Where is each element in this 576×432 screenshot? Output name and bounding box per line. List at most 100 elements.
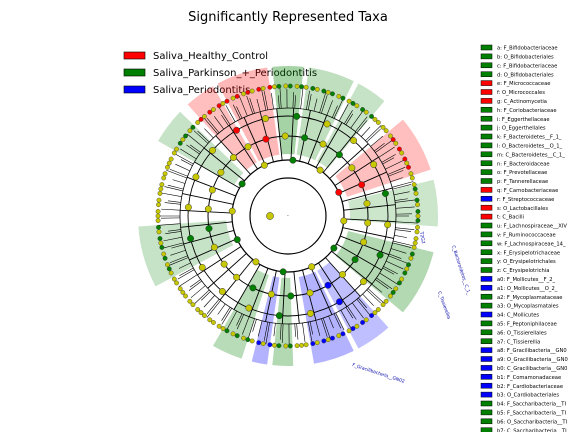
clade-key-swatch <box>480 409 493 416</box>
clade-node <box>358 181 366 189</box>
clade-key-swatch <box>480 204 493 211</box>
leaf-node <box>354 103 360 109</box>
clade-node <box>340 217 348 225</box>
leaf-node <box>409 251 415 257</box>
clade-key-label: n: F_Bacteroidaceae <box>497 161 550 167</box>
clade-node <box>319 140 327 148</box>
leaf-node <box>397 146 402 152</box>
ring-phylum <box>249 177 327 255</box>
clade-key-label: a1: O_Mollicutes__O_2_ <box>497 286 558 292</box>
leaf-node <box>393 286 399 292</box>
leaf-node <box>414 229 420 235</box>
leaf-node <box>415 209 421 214</box>
clade-key-label: a2: F_Mycoplasmataceae <box>497 295 563 301</box>
clade-key-label: y: O_Erysipelotrichales <box>497 259 556 265</box>
clade-key-swatch <box>480 427 493 432</box>
clade-key-swatch <box>480 133 493 140</box>
clade-node <box>192 173 200 181</box>
leaf-node <box>220 101 226 106</box>
leaf-node <box>310 85 316 91</box>
clade-key-swatch <box>480 391 493 398</box>
leaf-branch <box>189 144 201 153</box>
leaf-node <box>156 224 161 230</box>
clade-key-label: x: F_Erysipelotrichaceae <box>497 250 560 256</box>
leaf-branch <box>165 231 182 234</box>
leaf-node <box>336 93 342 99</box>
leaf-node <box>174 280 179 286</box>
clade-node <box>381 190 389 197</box>
clade-key-swatch <box>480 400 493 407</box>
inner-branch <box>329 143 369 179</box>
leaf-branch <box>171 244 184 249</box>
clade-key-label: b5: F_Saccharibacteria__TI <box>497 411 566 417</box>
leaf-branch <box>217 303 226 315</box>
phylum-node <box>266 212 274 220</box>
leaf-node <box>404 160 410 166</box>
leaf-branch <box>292 92 294 109</box>
clade-node <box>262 135 270 143</box>
leaf-branch <box>392 242 412 248</box>
clade-node <box>244 143 252 151</box>
leaf-branch <box>392 184 412 190</box>
leaf-node <box>195 120 201 125</box>
leaf-branch <box>246 95 254 114</box>
inner-branch <box>281 271 286 324</box>
inner-branch <box>310 266 333 315</box>
leaf-branch <box>388 170 404 177</box>
inner-branch <box>318 262 348 307</box>
leaf-branch <box>226 310 238 331</box>
leaf-node <box>180 290 186 295</box>
clade-key-label: z: C_Erysipelotrichia <box>497 268 549 274</box>
leaf-node <box>249 338 255 344</box>
leaf-branch <box>322 318 331 340</box>
leaf-branch <box>179 267 194 277</box>
leaf-node <box>220 326 226 331</box>
leaf-node <box>415 218 421 223</box>
inner-branch <box>343 218 396 223</box>
leaf-node <box>158 240 164 246</box>
leaf-node <box>402 270 408 276</box>
leaf-node <box>303 84 309 90</box>
leaf-branch <box>189 279 201 288</box>
clade-key-swatch <box>480 53 493 60</box>
leaf-branch <box>203 117 218 135</box>
clade-key-label: a8: F_Gracilibacteria__GN0 <box>497 348 567 354</box>
leaf-branch <box>164 186 184 192</box>
leaf-branch <box>178 274 198 287</box>
clade-node <box>252 258 260 266</box>
leaf-node <box>340 95 346 101</box>
leaf-node <box>216 103 222 109</box>
clade-node <box>260 161 268 169</box>
leaf-node <box>190 302 196 308</box>
leaf-branch <box>256 98 261 112</box>
leaf-node <box>413 236 419 241</box>
leaf-branch <box>294 95 296 109</box>
leaf-branch <box>361 126 371 137</box>
leaf-branch <box>375 139 394 153</box>
clade-node <box>370 161 378 168</box>
leaf-node <box>350 326 356 331</box>
leaf-node <box>260 85 266 91</box>
leaf-branch <box>294 323 296 337</box>
leaf-branch <box>186 133 205 149</box>
clade-node <box>208 186 216 194</box>
leaf-node <box>330 335 335 341</box>
leaf-node <box>340 331 346 337</box>
clade-key-label: o: F_Prevotellaceae <box>497 170 547 176</box>
leaf-branch <box>315 320 321 336</box>
leaf-node <box>412 240 418 246</box>
leaf-branch <box>390 248 407 254</box>
legend-label: Saliva_Parkinson_+_Periodontitis <box>153 68 317 79</box>
leaf-node <box>408 171 414 177</box>
leaf-node <box>187 128 193 134</box>
clade-key-label: a9: O_Gracilibacteria__GN0 <box>497 357 568 363</box>
clade-key-label: g: C_Actinomycetia <box>497 99 547 105</box>
leaf-branch <box>249 97 255 114</box>
leaf-branch <box>204 128 214 139</box>
leaf-node <box>414 197 420 203</box>
leaf-branch <box>394 198 408 201</box>
leaf-branch <box>366 128 381 143</box>
clade-key-swatch <box>480 44 493 51</box>
sector-label: T2G2 <box>418 230 426 244</box>
leaf-branch <box>236 314 245 330</box>
